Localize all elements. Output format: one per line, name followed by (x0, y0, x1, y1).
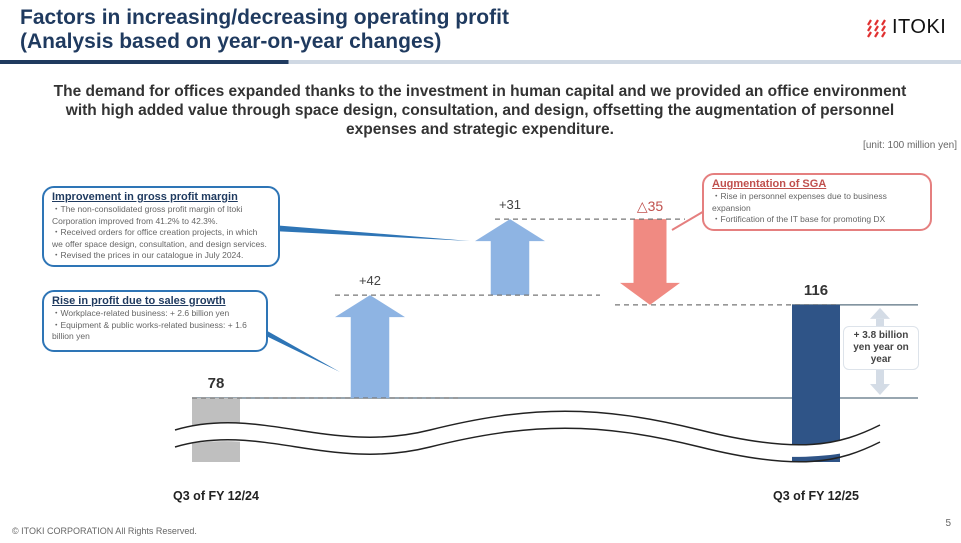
callout-sales-growth: Rise in profit due to sales growth ・Work… (42, 290, 268, 352)
callout-pointer (671, 209, 707, 231)
bar-end (792, 304, 840, 462)
callout-title: Augmentation of SGA (712, 178, 827, 190)
bar-value-label: 78 (208, 375, 225, 392)
yoy-note: + 3.8 billion yen year on year (843, 326, 919, 370)
callout-sga: Augmentation of SGA ・Rise in personnel e… (702, 173, 932, 231)
copyright: © ITOKI CORPORATION All Rights Reserved. (12, 526, 197, 536)
callout-line: ・Rise in personnel expenses due to busin… (712, 191, 887, 213)
double-arrow-up-icon (870, 307, 890, 319)
increase-arrow (475, 219, 545, 296)
title-line-2: (Analysis based on year-on-year changes) (20, 30, 442, 53)
axis-break-fill (175, 411, 880, 457)
page-number: 5 (945, 518, 951, 529)
delta-label: +31 (499, 197, 521, 212)
unit-label: [unit: 100 million yen] (863, 140, 957, 151)
callout-gross-profit: Improvement in gross profit margin ・The … (42, 186, 280, 267)
delta-label: △35 (637, 198, 664, 214)
callout-line: ・Equipment & public works-related busine… (52, 319, 247, 342)
x-axis-label: Q3 of FY 12/25 (773, 489, 859, 503)
headline: The demand for offices expanded thanks t… (53, 83, 907, 138)
title-line-1: Factors in increasing/decreasing operati… (20, 6, 509, 29)
callout-pointer (262, 328, 340, 372)
callout-title: Rise in profit due to sales growth (52, 295, 226, 307)
increase-arrow (335, 295, 405, 398)
page-title: Factors in increasing/decreasing operati… (20, 6, 509, 54)
axis-break-line (174, 427, 881, 463)
title-divider (0, 60, 961, 64)
logo-text: ITOKI (892, 16, 947, 38)
axis-break-line (174, 410, 881, 446)
callout-pointer (272, 225, 470, 241)
callout-title: Improvement in gross profit margin (52, 191, 238, 203)
double-arrow-down-icon (870, 384, 890, 395)
callout-line: ・Revised the prices in our catalogue in … (52, 250, 244, 260)
callout-line: ・Workplace-related business: + 2.6 billi… (52, 308, 230, 318)
bar-value-label: 116 (804, 282, 828, 299)
callout-line: ・Fortification of the IT base for promot… (712, 214, 886, 224)
callout-line: ・The non-consolidated gross profit margi… (52, 204, 243, 226)
delta-label: +42 (359, 273, 381, 288)
x-axis-label: Q3 of FY 12/24 (173, 489, 259, 503)
callout-line: ・Received orders for office creation pro… (52, 227, 267, 249)
logo-mark-icon (867, 18, 886, 38)
decrease-arrow (620, 219, 680, 305)
itoki-logo: ITOKI (866, 16, 946, 39)
